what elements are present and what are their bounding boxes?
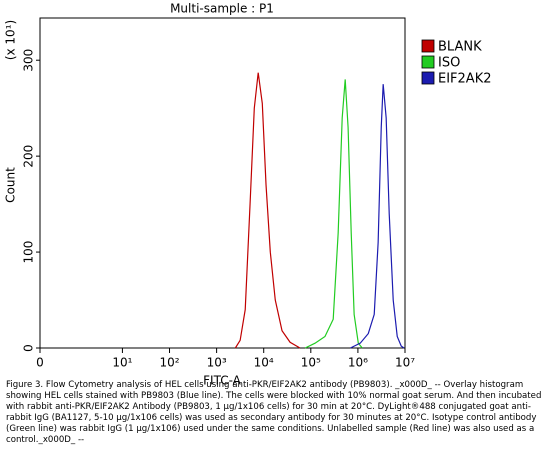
y-tick-label: 200 bbox=[22, 145, 36, 168]
x-tick-label: 10³ bbox=[207, 356, 227, 370]
x-axis-label: FITC-A bbox=[203, 374, 242, 388]
x-tick-label: 10⁴ bbox=[254, 356, 274, 370]
x-tick-label: 10⁷ bbox=[395, 356, 415, 370]
legend-swatch bbox=[421, 71, 435, 85]
chart-title: Multi-sample : P1 bbox=[170, 2, 274, 16]
x-tick-label: 10⁶ bbox=[348, 356, 368, 370]
caption: Figure 3. Flow Cytometry analysis of HEL… bbox=[6, 380, 542, 445]
legend-swatch bbox=[421, 39, 435, 53]
chart: Multi-sample : P1 FITC-A Count (x 10¹) 0… bbox=[4, 2, 492, 388]
y-axis-label: Count bbox=[4, 167, 18, 203]
y-tick-label: 100 bbox=[22, 241, 36, 264]
y-tick-label: 0 bbox=[22, 344, 36, 352]
histogram-line bbox=[304, 79, 363, 349]
histogram-line bbox=[350, 84, 405, 349]
y-multiplier: (x 10¹) bbox=[4, 20, 18, 60]
x-tick-label: 10⁵ bbox=[301, 356, 321, 370]
legend-label: BLANK bbox=[438, 40, 482, 55]
x-tick-label: 0 bbox=[36, 356, 44, 370]
histogram-line bbox=[234, 72, 301, 349]
legend-label: EIF2AK2 bbox=[438, 72, 492, 87]
x-tick-label: 10² bbox=[159, 356, 179, 370]
y-tick-label: 300 bbox=[22, 49, 36, 72]
x-tick-label: 10¹ bbox=[112, 356, 132, 370]
legend-swatch bbox=[421, 55, 435, 69]
plot-frame bbox=[39, 17, 406, 349]
legend-label: ISO bbox=[438, 56, 460, 71]
